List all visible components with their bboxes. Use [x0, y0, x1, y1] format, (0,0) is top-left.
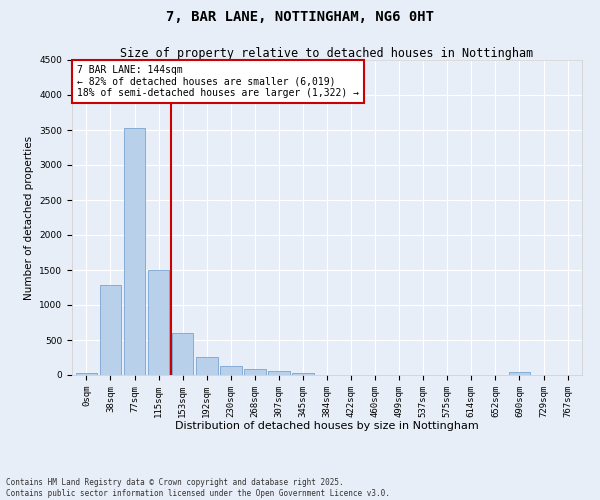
- Bar: [292, 373, 314, 375]
- X-axis label: Distribution of detached houses by size in Nottingham: Distribution of detached houses by size …: [175, 421, 479, 431]
- Bar: [196, 357, 218, 375]
- Bar: [220, 366, 242, 375]
- Bar: [172, 333, 193, 375]
- Text: 7 BAR LANE: 144sqm
← 82% of detached houses are smaller (6,019)
18% of semi-deta: 7 BAR LANE: 144sqm ← 82% of detached hou…: [77, 64, 359, 98]
- Bar: [509, 372, 530, 375]
- Bar: [148, 270, 169, 375]
- Bar: [124, 128, 145, 375]
- Bar: [100, 286, 121, 375]
- Text: 7, BAR LANE, NOTTINGHAM, NG6 0HT: 7, BAR LANE, NOTTINGHAM, NG6 0HT: [166, 10, 434, 24]
- Y-axis label: Number of detached properties: Number of detached properties: [24, 136, 34, 300]
- Bar: [76, 373, 97, 375]
- Text: Contains HM Land Registry data © Crown copyright and database right 2025.
Contai: Contains HM Land Registry data © Crown c…: [6, 478, 390, 498]
- Bar: [268, 371, 290, 375]
- Bar: [244, 370, 266, 375]
- Title: Size of property relative to detached houses in Nottingham: Size of property relative to detached ho…: [121, 47, 533, 60]
